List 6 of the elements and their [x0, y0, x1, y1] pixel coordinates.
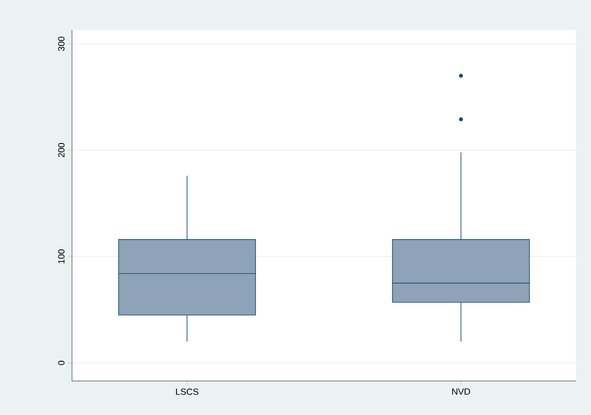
x-tick-label: LSCS: [176, 388, 198, 395]
x-tick-label: NVD: [452, 388, 470, 395]
y-tick-label: 0: [58, 360, 64, 366]
y-tick-label: 200: [58, 143, 64, 158]
y-tick-label: 300: [58, 36, 64, 51]
y-tick-label: 100: [58, 249, 64, 264]
